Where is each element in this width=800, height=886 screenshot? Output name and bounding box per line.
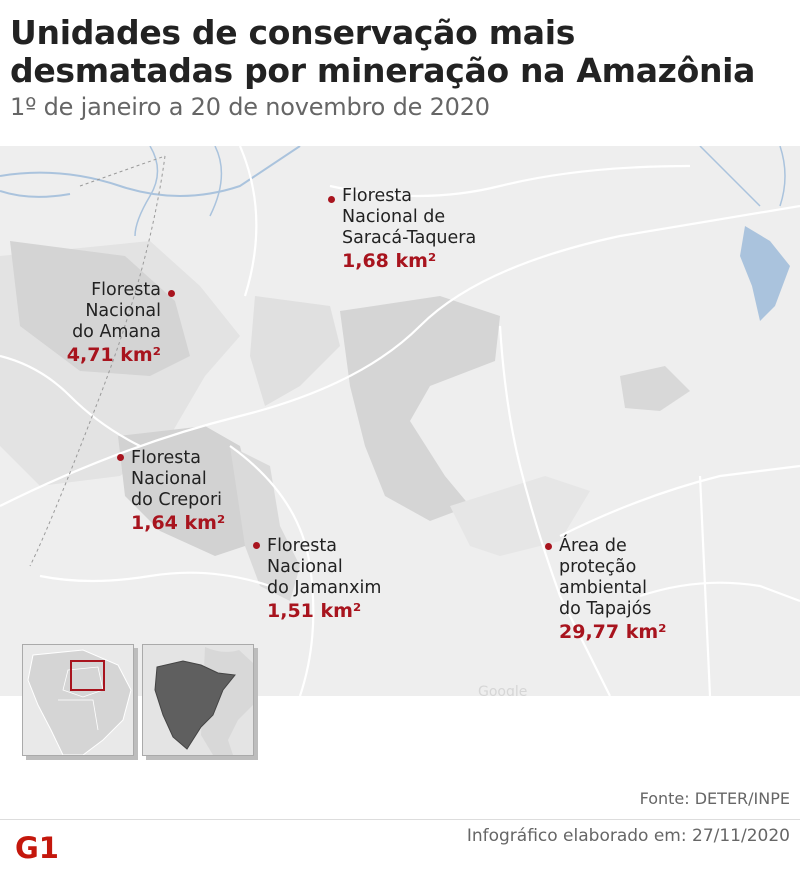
- area-name-line: Floresta: [342, 186, 412, 206]
- area-name-line: do Amana: [72, 322, 161, 342]
- source-note: Fonte: DETER/INPE: [639, 789, 790, 808]
- area-name-line: Nacional: [131, 469, 207, 489]
- logo-text: G1: [15, 832, 59, 862]
- area-name-line: Saracá-Taquera: [342, 228, 477, 248]
- title-line-2: desmatadas por mineração na Amazônia: [10, 51, 756, 90]
- locator-box: [70, 660, 105, 691]
- footer-divider: [0, 819, 800, 820]
- credit-note: Infográfico elaborado em: 27/11/2020: [466, 826, 790, 846]
- subtitle: 1º de janeiro a 20 de novembro de 2020: [10, 93, 490, 121]
- marker-jamanxim: [253, 542, 260, 549]
- area-name-line: Nacional: [85, 301, 161, 321]
- label-saraca-taquera: Floresta Nacional de Saracá-Taquera 1,68…: [342, 186, 476, 272]
- area-name-line: Floresta: [91, 280, 161, 300]
- map[interactable]: Google Floresta Nacional de Saracá-Taque…: [0, 146, 800, 696]
- area-name-line: Nacional de: [342, 207, 446, 227]
- area-name-line: Nacional: [267, 557, 343, 577]
- area-name-line: Floresta: [131, 448, 201, 468]
- area-value: 4,71 km²: [66, 344, 161, 366]
- area-name-line: do Tapajós: [559, 599, 652, 619]
- inset-map-state: [142, 644, 254, 756]
- state-highlight: [154, 660, 236, 750]
- area-name-line: Área de: [559, 536, 627, 556]
- area-name-line: ambiental: [559, 578, 648, 598]
- g1-logo: G1: [15, 832, 59, 862]
- area-value: 1,51 km²: [267, 600, 362, 622]
- marker-tapajos: [545, 543, 552, 550]
- chart-title: Unidades de conservação mais desmatadas …: [10, 14, 755, 90]
- area-name-line: proteção: [559, 557, 637, 577]
- area-name-line: Floresta: [267, 536, 337, 556]
- inset-map-south-america: [22, 644, 134, 756]
- label-tapajos: Área de proteção ambiental do Tapajós 29…: [559, 536, 666, 643]
- area-value: 1,64 km²: [131, 512, 226, 534]
- label-jamanxim: Floresta Nacional do Jamanxim 1,51 km²: [267, 536, 381, 622]
- title-line-1: Unidades de conservação mais: [10, 13, 576, 52]
- state-locator: [143, 645, 253, 755]
- label-amana: Floresta Nacional do Amana 4,71 km²: [40, 280, 161, 366]
- area-name-line: do Jamanxim: [267, 578, 382, 598]
- area-value: 29,77 km²: [559, 621, 667, 643]
- label-crepori: Floresta Nacional do Crepori 1,64 km²: [131, 448, 225, 534]
- marker-saraca-taquera: [328, 196, 335, 203]
- south-america-locator: [23, 645, 133, 755]
- marker-crepori: [117, 454, 124, 461]
- area-value: 1,68 km²: [342, 250, 437, 272]
- area-name-line: do Crepori: [131, 490, 223, 510]
- map-base: [0, 146, 800, 696]
- marker-amana: [168, 290, 175, 297]
- map-watermark: Google: [478, 684, 528, 696]
